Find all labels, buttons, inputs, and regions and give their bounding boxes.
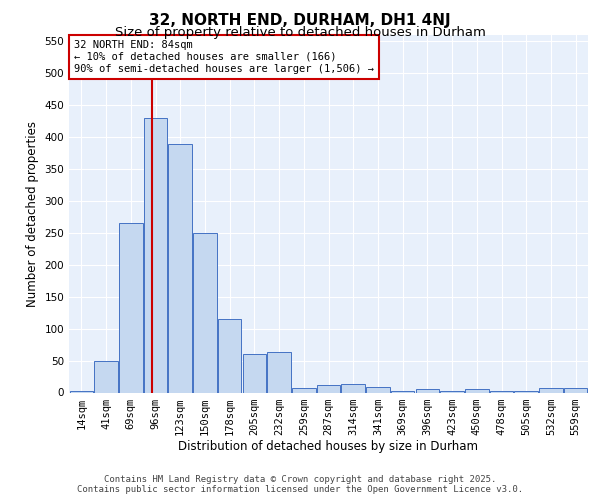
Bar [292,388,316,392]
Bar [539,388,563,392]
Bar [490,391,513,392]
Bar [144,118,167,392]
Text: Contains HM Land Registry data © Crown copyright and database right 2025.
Contai: Contains HM Land Registry data © Crown c… [77,474,523,494]
Bar [391,391,415,392]
Bar [169,144,192,392]
Bar [416,388,439,392]
Bar [564,388,587,392]
Bar [465,390,488,392]
Bar [94,360,118,392]
Bar [440,391,464,392]
Text: 32 NORTH END: 84sqm
← 10% of detached houses are smaller (166)
90% of semi-detac: 32 NORTH END: 84sqm ← 10% of detached ho… [74,40,374,74]
Bar [70,390,93,392]
Text: Size of property relative to detached houses in Durham: Size of property relative to detached ho… [115,26,485,39]
Bar [242,354,266,393]
Bar [341,384,365,392]
Bar [366,388,389,392]
Bar [317,385,340,392]
Bar [268,352,291,393]
Bar [119,224,143,392]
X-axis label: Distribution of detached houses by size in Durham: Distribution of detached houses by size … [179,440,479,454]
Bar [514,391,538,392]
Bar [193,233,217,392]
Bar [218,319,241,392]
Text: 32, NORTH END, DURHAM, DH1 4NJ: 32, NORTH END, DURHAM, DH1 4NJ [149,12,451,28]
Y-axis label: Number of detached properties: Number of detached properties [26,120,39,306]
